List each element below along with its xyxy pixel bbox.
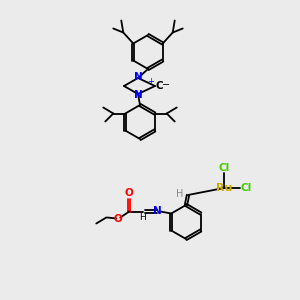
- Text: N: N: [153, 206, 162, 217]
- Text: O: O: [125, 188, 134, 199]
- Text: H: H: [139, 213, 146, 222]
- Text: +: +: [148, 77, 154, 86]
- Text: −: −: [162, 80, 170, 90]
- Text: N: N: [134, 90, 142, 100]
- Text: Cl: Cl: [240, 183, 252, 193]
- Text: Cl: Cl: [218, 163, 230, 173]
- Text: O: O: [114, 214, 123, 224]
- Text: H: H: [176, 189, 184, 199]
- Text: N: N: [134, 72, 142, 82]
- Text: C: C: [155, 81, 163, 91]
- Text: Ru: Ru: [216, 183, 232, 193]
